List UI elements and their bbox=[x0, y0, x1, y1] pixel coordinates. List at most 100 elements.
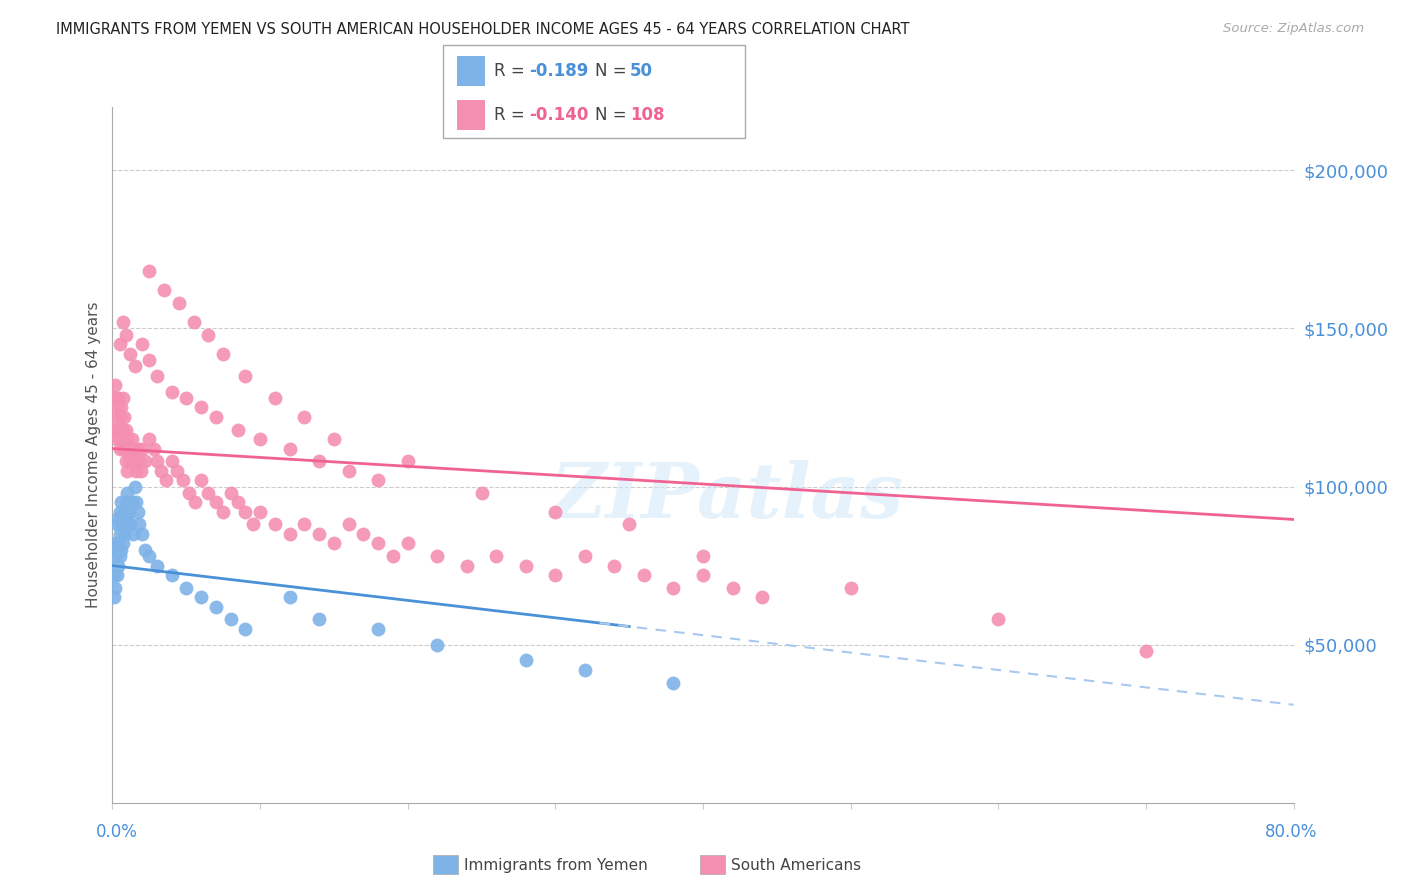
Point bbox=[103, 391, 125, 405]
Point bbox=[124, 359, 146, 374]
Point bbox=[107, 558, 129, 573]
Point bbox=[160, 454, 183, 468]
Point bbox=[138, 353, 160, 368]
Point bbox=[121, 495, 143, 509]
Point bbox=[114, 454, 136, 468]
Point bbox=[278, 527, 301, 541]
Point bbox=[138, 432, 160, 446]
Text: -0.140: -0.140 bbox=[529, 106, 588, 124]
Point bbox=[103, 423, 125, 437]
Point bbox=[111, 391, 134, 405]
Point bbox=[146, 368, 169, 383]
Point bbox=[278, 591, 301, 605]
Point bbox=[114, 495, 136, 509]
Point bbox=[249, 432, 271, 446]
Point bbox=[197, 327, 219, 342]
Point bbox=[105, 542, 128, 557]
Point bbox=[233, 368, 256, 383]
Point bbox=[233, 622, 256, 636]
Point bbox=[470, 486, 494, 500]
Point bbox=[179, 486, 201, 500]
Point bbox=[131, 527, 153, 541]
Point bbox=[150, 464, 173, 478]
Point bbox=[574, 663, 596, 677]
Point bbox=[105, 568, 128, 582]
Point bbox=[108, 505, 131, 519]
Point bbox=[205, 599, 228, 614]
Point bbox=[105, 432, 128, 446]
Point bbox=[117, 511, 138, 525]
Point bbox=[153, 284, 176, 298]
Point bbox=[160, 568, 183, 582]
Text: -0.189: -0.189 bbox=[529, 62, 588, 79]
Point bbox=[138, 549, 160, 563]
Point bbox=[114, 423, 136, 437]
Point bbox=[190, 473, 212, 487]
Point bbox=[134, 542, 156, 557]
Point bbox=[212, 347, 235, 361]
Point bbox=[110, 517, 132, 532]
Point bbox=[110, 495, 132, 509]
Point bbox=[125, 464, 148, 478]
Point bbox=[108, 337, 131, 351]
Point bbox=[456, 558, 478, 573]
Point bbox=[142, 442, 165, 456]
Point bbox=[112, 505, 135, 519]
Point bbox=[103, 568, 125, 582]
Point bbox=[692, 549, 714, 563]
Text: 108: 108 bbox=[630, 106, 665, 124]
Point bbox=[308, 454, 330, 468]
Point bbox=[219, 612, 242, 626]
Point bbox=[111, 536, 134, 550]
Point bbox=[105, 401, 128, 415]
Text: R =: R = bbox=[494, 106, 530, 124]
Point bbox=[367, 622, 389, 636]
Text: R =: R = bbox=[494, 62, 530, 79]
Point bbox=[107, 423, 129, 437]
Point bbox=[111, 511, 134, 525]
Point bbox=[110, 401, 132, 415]
Point bbox=[111, 423, 134, 437]
Point bbox=[117, 464, 138, 478]
Point bbox=[107, 391, 129, 405]
Point bbox=[190, 401, 212, 415]
Point bbox=[114, 327, 136, 342]
Point bbox=[105, 517, 128, 532]
Point bbox=[104, 549, 127, 563]
Point bbox=[134, 454, 156, 468]
Point bbox=[987, 612, 1010, 626]
Point bbox=[118, 448, 141, 462]
Point bbox=[121, 432, 143, 446]
Text: 0.0%: 0.0% bbox=[96, 822, 138, 840]
Point bbox=[292, 409, 315, 424]
Point bbox=[108, 527, 131, 541]
Point bbox=[212, 505, 235, 519]
Point bbox=[118, 505, 141, 519]
Point bbox=[426, 638, 449, 652]
Point bbox=[367, 473, 389, 487]
Point bbox=[125, 495, 148, 509]
Point bbox=[104, 409, 127, 424]
Point bbox=[249, 505, 271, 519]
Point bbox=[264, 517, 287, 532]
Point bbox=[337, 464, 360, 478]
Point bbox=[751, 591, 773, 605]
Point bbox=[226, 495, 249, 509]
Point bbox=[124, 454, 146, 468]
Point bbox=[292, 517, 315, 532]
Point bbox=[128, 517, 150, 532]
Point bbox=[367, 536, 389, 550]
Point bbox=[160, 384, 183, 399]
Point bbox=[323, 432, 346, 446]
Point bbox=[146, 558, 169, 573]
Point bbox=[662, 581, 685, 595]
Point bbox=[692, 568, 714, 582]
Point bbox=[122, 527, 145, 541]
Point bbox=[114, 517, 136, 532]
Point bbox=[219, 486, 242, 500]
Point bbox=[396, 454, 419, 468]
Point bbox=[308, 527, 330, 541]
Point bbox=[104, 378, 127, 392]
Point bbox=[146, 454, 169, 468]
Point bbox=[174, 581, 197, 595]
